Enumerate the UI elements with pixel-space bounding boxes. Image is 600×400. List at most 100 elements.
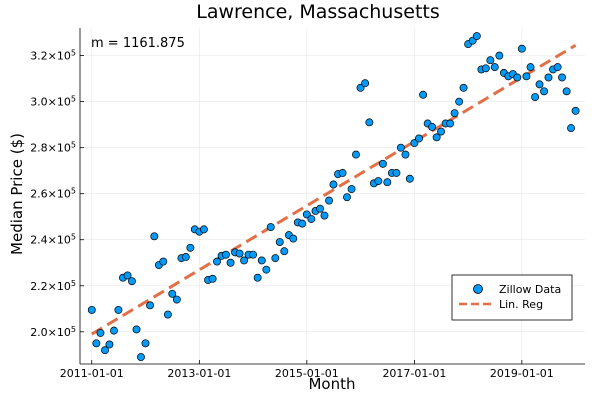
y-tick-exponent: 5 [71, 141, 76, 150]
legend-box [451, 274, 573, 321]
y-tick-label: 3.0×105 [30, 95, 76, 109]
data-point [495, 51, 504, 60]
y-tick-mantissa: 2.0×10 [30, 326, 71, 339]
data-point [486, 56, 495, 65]
data-point [168, 289, 177, 298]
data-point [101, 346, 109, 355]
legend-marker-zillow [473, 284, 483, 294]
y-tick-exponent: 5 [71, 187, 76, 196]
data-point [383, 178, 392, 187]
chart-title: Lawrence, Massachusetts [196, 1, 440, 23]
data-point [222, 250, 230, 259]
y-tick-exponent: 5 [71, 279, 76, 288]
data-point [150, 232, 159, 241]
data-point [531, 93, 540, 101]
data-point [289, 234, 298, 243]
data-point [199, 225, 208, 234]
scatter-layer [87, 32, 580, 362]
data-point [522, 72, 531, 81]
data-point [249, 250, 258, 259]
y-tick-mantissa: 2.8×10 [30, 142, 71, 155]
data-point [544, 73, 553, 82]
data-point [540, 87, 549, 96]
data-point [415, 134, 423, 143]
legend-label-linreg: Lin. Reg [499, 298, 543, 311]
regression-line [91, 43, 577, 336]
data-point [446, 119, 455, 128]
data-point [271, 254, 280, 263]
data-point [307, 215, 316, 223]
data-point [526, 63, 535, 72]
data-point [329, 180, 338, 189]
y-tick-mantissa: 3.2×10 [30, 50, 71, 63]
y-tick-mantissa: 3.0×10 [30, 96, 71, 109]
plot-frame [79, 28, 585, 365]
y-tick-label: 3.2×105 [30, 49, 76, 63]
x-tick-label: 2019-01-01 [490, 367, 554, 380]
data-point [535, 80, 544, 89]
data-point [208, 274, 217, 283]
data-point [401, 150, 410, 159]
data-point [186, 243, 195, 252]
data-point [553, 63, 562, 72]
data-point [92, 339, 101, 348]
data-point [562, 87, 571, 96]
data-point [163, 310, 172, 319]
data-point [141, 339, 150, 348]
x-tick-label: 2011-01-01 [60, 367, 124, 380]
y-tick-label: 2.2×105 [30, 279, 76, 293]
data-point [558, 73, 566, 82]
y-tick-exponent: 5 [71, 95, 76, 104]
data-point [262, 265, 271, 274]
y-tick-exponent: 5 [71, 49, 76, 58]
data-point [320, 211, 329, 220]
data-point [396, 143, 405, 152]
y-tick-mantissa: 2.2×10 [30, 280, 71, 293]
data-point [110, 326, 118, 335]
grid [80, 28, 585, 364]
data-point [96, 328, 105, 337]
tick-labels: 2011-01-01 2013-01-01 2015-01-01 2017-01-01… [30, 49, 554, 380]
x-axis-label: Month [308, 375, 355, 393]
slope-annotation: m = 1161.875 [91, 36, 185, 51]
data-point [437, 127, 446, 136]
data-point [405, 174, 414, 183]
data-point [213, 257, 221, 266]
data-point [481, 64, 490, 73]
y-tick-label: 2.6×105 [30, 187, 76, 201]
data-point [280, 247, 289, 256]
data-point [490, 63, 499, 72]
data-point [159, 257, 168, 266]
data-point [513, 73, 522, 82]
data-point [571, 106, 580, 115]
data-point [172, 295, 181, 304]
data-point [432, 133, 441, 142]
data-point [338, 169, 347, 177]
data-point [450, 109, 459, 118]
data-point [105, 340, 114, 349]
x-tick-label: 2015-01-01 [275, 367, 339, 380]
y-tick-mantissa: 2.6×10 [30, 188, 71, 201]
data-point [275, 238, 284, 246]
data-point [517, 44, 526, 53]
data-point [181, 253, 190, 261]
data-point [316, 204, 325, 213]
x-tick-label: 2017-01-01 [382, 367, 446, 380]
y-tick-label: 2.8×105 [30, 141, 76, 155]
data-point [266, 223, 275, 232]
data-point [428, 123, 437, 131]
data-point [123, 271, 132, 280]
data-point [325, 196, 333, 205]
data-point [352, 150, 360, 159]
x-tick-label: 2013-01-01 [167, 367, 231, 380]
data-point [365, 118, 374, 127]
data-point [136, 353, 145, 362]
data-point [419, 90, 428, 99]
data-point [235, 249, 244, 258]
data-point [347, 185, 356, 194]
data-point [343, 193, 351, 202]
data-point [132, 325, 141, 334]
data-point [459, 83, 468, 92]
data-point [146, 301, 155, 310]
